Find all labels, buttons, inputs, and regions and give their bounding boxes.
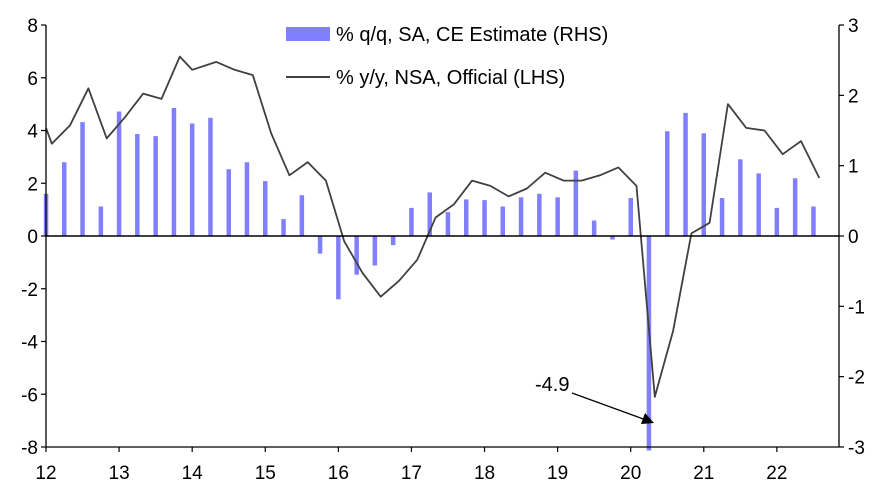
legend-bar-label: % q/q, SA, CE Estimate (RHS) bbox=[336, 24, 608, 46]
bar bbox=[719, 198, 725, 236]
bar bbox=[372, 236, 378, 266]
right-tick-label: -1 bbox=[848, 297, 865, 318]
bar bbox=[792, 178, 798, 236]
bar bbox=[62, 162, 67, 236]
bar bbox=[263, 181, 268, 236]
right-tick-label: -2 bbox=[848, 368, 865, 389]
x-axis-ticks: 12 13 14 15 16 17 18 19 20 21 22 bbox=[35, 447, 787, 484]
bar bbox=[701, 133, 706, 236]
x-tick-label: 19 bbox=[547, 463, 568, 484]
annotation-arrowhead bbox=[641, 413, 654, 424]
x-tick-label: 14 bbox=[182, 463, 204, 484]
bar bbox=[482, 200, 487, 236]
bar bbox=[537, 193, 542, 236]
bar bbox=[281, 219, 286, 236]
right-tick-label: -3 bbox=[848, 438, 865, 459]
bar bbox=[244, 162, 250, 236]
x-tick-label: 15 bbox=[255, 463, 276, 484]
legend-bar-swatch bbox=[286, 27, 330, 41]
bar bbox=[811, 206, 816, 236]
bar bbox=[774, 207, 780, 236]
bar bbox=[738, 159, 743, 236]
bar bbox=[665, 131, 670, 236]
bar bbox=[464, 199, 469, 236]
left-tick-label: -2 bbox=[21, 280, 38, 301]
left-tick-label: 0 bbox=[27, 227, 38, 248]
bar bbox=[427, 192, 432, 236]
x-tick-label: 16 bbox=[328, 463, 349, 484]
bar bbox=[80, 122, 85, 236]
bar bbox=[208, 117, 213, 236]
bar bbox=[409, 207, 414, 236]
left-tick-label: 4 bbox=[27, 122, 38, 143]
bar bbox=[116, 111, 122, 236]
bar bbox=[555, 197, 560, 236]
bar bbox=[628, 198, 633, 236]
x-tick-label: 20 bbox=[620, 463, 641, 484]
bar bbox=[500, 206, 505, 236]
bar bbox=[591, 220, 597, 236]
x-tick-label: 13 bbox=[109, 463, 130, 484]
bar bbox=[98, 206, 104, 236]
left-tick-label: 8 bbox=[27, 16, 38, 37]
x-tick-label: 21 bbox=[693, 463, 714, 484]
bar-series bbox=[43, 108, 816, 451]
bar bbox=[445, 212, 451, 236]
right-tick-label: 3 bbox=[848, 16, 859, 37]
right-tick-label: 1 bbox=[848, 157, 859, 178]
bar bbox=[646, 236, 652, 451]
left-tick-label: 2 bbox=[27, 174, 38, 195]
bar bbox=[518, 197, 524, 236]
bar bbox=[354, 236, 359, 275]
x-tick-label: 18 bbox=[474, 463, 495, 484]
line-path bbox=[45, 55, 821, 398]
bar bbox=[683, 112, 688, 236]
x-tick-label: 12 bbox=[35, 463, 56, 484]
left-tick-label: -8 bbox=[21, 438, 38, 459]
legend-line-label: % y/y, NSA, Official (LHS) bbox=[336, 67, 565, 89]
right-tick-label: 0 bbox=[848, 227, 859, 248]
bar bbox=[226, 169, 231, 236]
right-axis-ticks: -3 -2 -1 0 1 2 3 bbox=[839, 16, 865, 459]
right-tick-label: 2 bbox=[848, 86, 859, 107]
legend: % q/q, SA, CE Estimate (RHS) % y/y, NSA,… bbox=[286, 24, 608, 89]
bar bbox=[317, 236, 323, 254]
bar bbox=[573, 170, 579, 236]
bar bbox=[336, 236, 341, 300]
bar bbox=[610, 236, 615, 240]
bar bbox=[189, 123, 195, 236]
line-series bbox=[45, 55, 821, 398]
annotation-arrow-line bbox=[571, 392, 647, 421]
annotation: -4.9 bbox=[535, 374, 654, 424]
bar bbox=[153, 136, 158, 236]
annotation-label: -4.9 bbox=[535, 374, 569, 396]
bar bbox=[390, 236, 396, 246]
bar bbox=[135, 134, 140, 236]
bar bbox=[756, 173, 761, 236]
left-tick-label: -4 bbox=[21, 333, 38, 354]
left-tick-label: -6 bbox=[21, 385, 38, 406]
bar bbox=[171, 108, 177, 236]
x-tick-label: 22 bbox=[766, 463, 787, 484]
bar bbox=[299, 195, 305, 236]
left-tick-label: 6 bbox=[27, 69, 38, 90]
left-axis-ticks: -8 -6 -4 -2 0 2 4 6 8 bbox=[21, 16, 46, 459]
x-tick-label: 17 bbox=[401, 463, 422, 484]
